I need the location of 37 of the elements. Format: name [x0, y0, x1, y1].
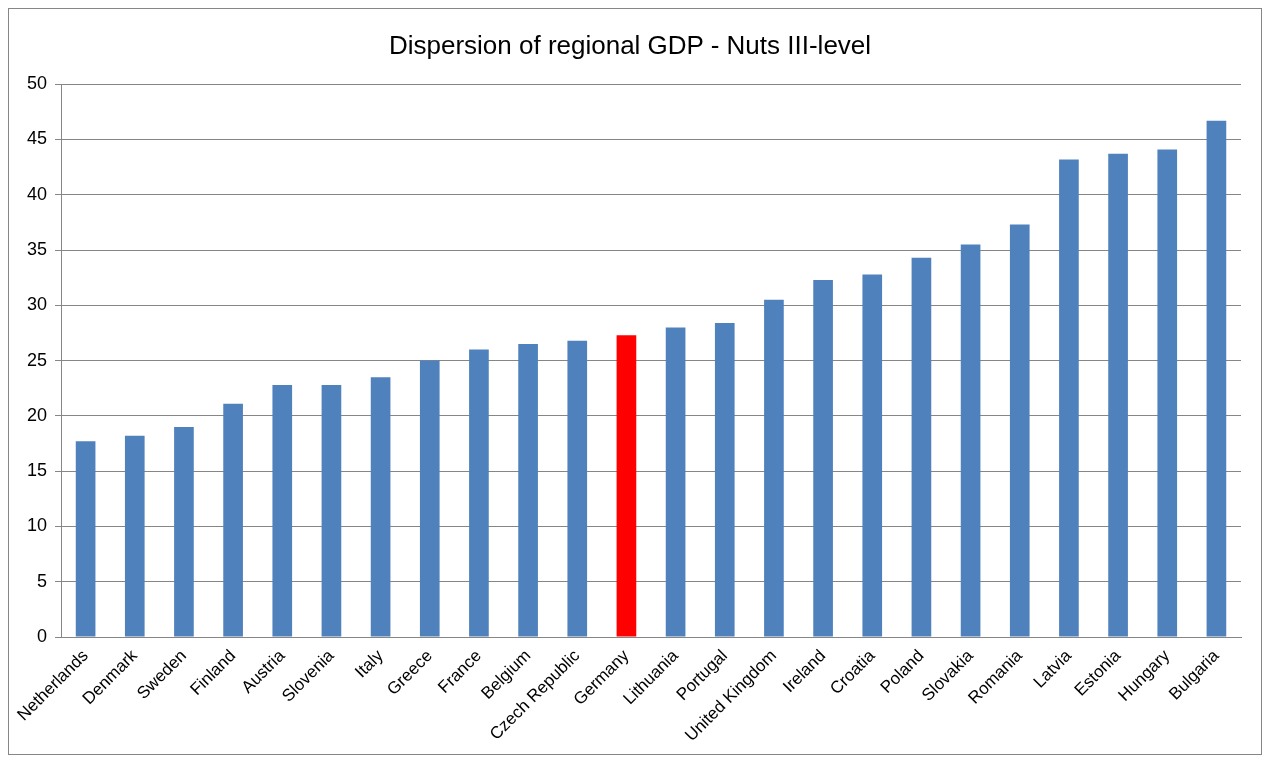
bar — [1108, 153, 1128, 637]
bar — [1206, 120, 1227, 637]
bar — [862, 274, 883, 637]
y-tick-label: 45 — [26, 128, 48, 149]
bar — [321, 384, 342, 637]
bar — [911, 257, 932, 637]
bar — [1009, 224, 1030, 637]
bar — [714, 323, 735, 637]
bar — [960, 244, 981, 637]
bar — [665, 327, 686, 637]
x-tick-label: Italy — [351, 645, 388, 682]
y-tick-label: 10 — [26, 515, 48, 536]
y-tick-label: 35 — [26, 239, 48, 260]
bar — [223, 403, 243, 637]
y-tick-label: 30 — [26, 294, 48, 315]
bar — [518, 344, 538, 637]
bar — [370, 377, 391, 637]
y-tick-label: 5 — [37, 570, 48, 591]
y-tick-label: 20 — [26, 404, 48, 425]
bar — [272, 384, 293, 637]
y-tick-label: 40 — [26, 183, 48, 204]
bar — [75, 441, 96, 637]
y-tick-label: 15 — [26, 460, 48, 481]
bar — [1157, 149, 1178, 637]
bar — [616, 335, 637, 637]
bar — [419, 360, 440, 637]
bar — [813, 279, 833, 637]
y-tick-label: 50 — [26, 73, 48, 94]
bar — [1059, 159, 1079, 637]
bar — [764, 299, 784, 637]
bar — [469, 349, 489, 637]
y-tick-label: 25 — [26, 349, 48, 370]
bar — [567, 340, 588, 637]
bar — [174, 426, 194, 637]
chart-title: Dispersion of regional GDP - Nuts III-level — [388, 29, 872, 60]
y-tick-label: 0 — [37, 626, 48, 647]
bar — [124, 435, 145, 637]
